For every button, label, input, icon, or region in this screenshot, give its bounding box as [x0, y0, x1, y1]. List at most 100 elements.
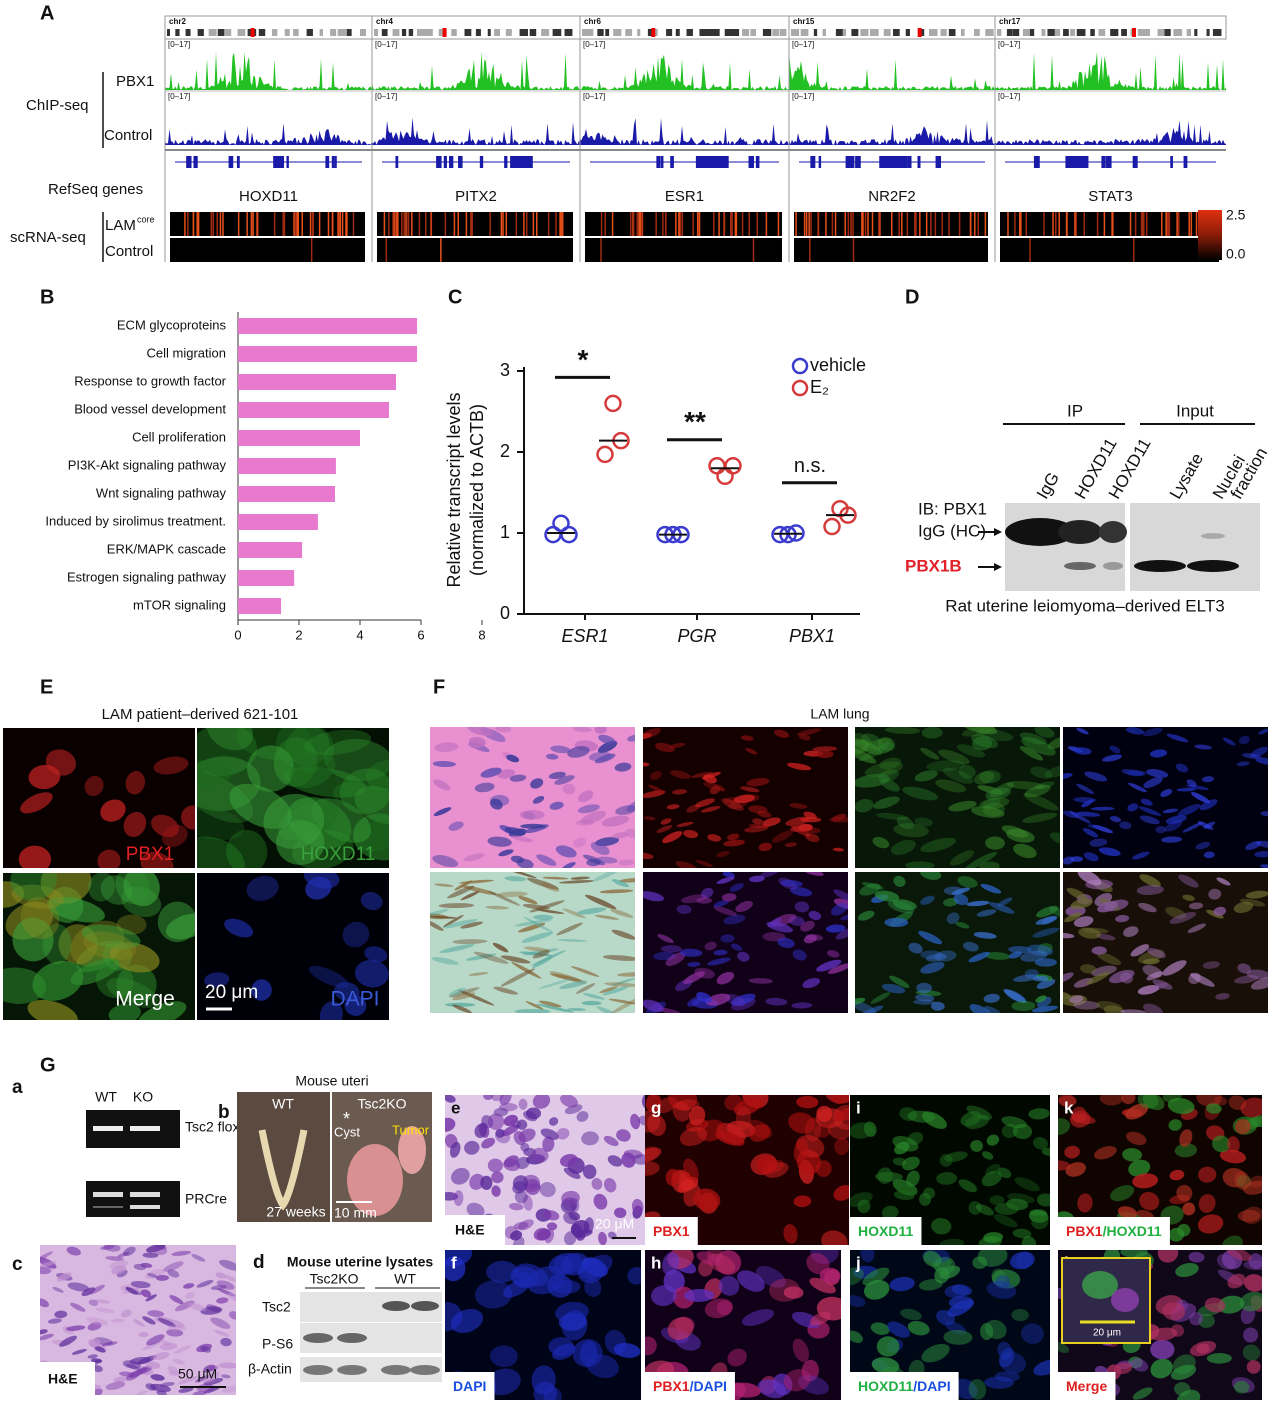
sub-letter: g: [651, 1098, 661, 1117]
group-label: Tsc2KO: [309, 1271, 358, 1287]
cell: [1162, 808, 1178, 814]
cell: [803, 934, 817, 944]
ideogram-band: [1076, 29, 1086, 36]
gene-name: NR2F2: [868, 188, 916, 205]
cell: [493, 986, 519, 995]
cell: [920, 837, 956, 853]
heat-tick: [500, 212, 503, 236]
scale-bar-label: 20 μM: [595, 1216, 634, 1232]
cell: [1099, 1095, 1124, 1106]
cell: [1138, 806, 1162, 816]
heat-tick: [984, 212, 987, 236]
sub-letter: a: [12, 1077, 23, 1098]
annotation: Cyst: [334, 1124, 360, 1139]
cell: [612, 879, 629, 888]
cell: [877, 742, 894, 754]
heat-tick: [1043, 212, 1045, 236]
heat-tick: [1143, 212, 1145, 236]
cell: [960, 1111, 982, 1127]
cell: [575, 983, 596, 994]
cell: [863, 1121, 877, 1137]
band: [1187, 560, 1239, 572]
cell: [150, 1374, 165, 1381]
cell: [995, 1274, 1010, 1289]
cell: [1132, 1387, 1153, 1400]
cell: [1178, 874, 1199, 888]
ideogram-band: [1090, 29, 1095, 36]
cell: [972, 736, 993, 751]
cell: [645, 1095, 662, 1113]
cell: [1013, 974, 1039, 982]
cell: [251, 979, 272, 1001]
panel-letter: B: [40, 286, 54, 308]
ideogram-band: [337, 29, 347, 36]
cell: [183, 1283, 195, 1289]
track-group-label: scRNA-seq: [10, 229, 86, 246]
coverage-track: [580, 54, 789, 90]
cell: [47, 1318, 62, 1324]
cell: [667, 1317, 694, 1340]
track-group-label: ChIP-seq: [26, 97, 89, 114]
cell: [914, 994, 935, 1002]
sub-letter: f: [451, 1253, 457, 1272]
cell: [1065, 1162, 1087, 1177]
cell: [696, 897, 712, 904]
cell: [66, 1246, 81, 1256]
cell: [452, 992, 476, 1001]
heat-tick: [1166, 212, 1169, 236]
heat-tick: [915, 212, 917, 236]
cell: [1050, 832, 1060, 845]
cell: [1117, 1206, 1138, 1219]
cell: [683, 829, 699, 839]
cell: [1058, 1342, 1069, 1354]
cell: [920, 872, 942, 880]
band-label: IgG (HC): [918, 521, 986, 540]
cell: [110, 1318, 125, 1323]
track-range: [0–17]: [375, 40, 397, 49]
cell: [1248, 1253, 1262, 1270]
heat-tick: [197, 212, 200, 236]
coverage-track: [789, 53, 995, 90]
cell: [542, 876, 569, 880]
cell: [943, 1329, 973, 1345]
cell: [1217, 1295, 1245, 1314]
cell: [947, 1299, 974, 1317]
band: [337, 1333, 367, 1343]
cell: [1006, 781, 1045, 790]
heat-tick: [741, 212, 744, 236]
cell: [1199, 799, 1218, 811]
exon: [1105, 156, 1110, 168]
cell: [876, 812, 909, 820]
cell: [660, 945, 682, 953]
heat-tick: [1167, 212, 1170, 236]
cell: [774, 729, 789, 738]
cell: [645, 1147, 662, 1164]
heat-tick: [930, 212, 932, 236]
cell: [670, 770, 691, 779]
cell: [1188, 972, 1201, 985]
track-range: [0–17]: [998, 92, 1020, 101]
cell: [263, 793, 325, 849]
cell: [740, 786, 760, 793]
cell: [1087, 824, 1100, 829]
heat-tick: [879, 212, 881, 236]
cell: [487, 836, 512, 847]
gene-name: STAT3: [1088, 188, 1132, 205]
band: [1201, 533, 1225, 539]
ideogram-band: [1212, 29, 1222, 36]
cell: [1066, 887, 1088, 900]
cell: [567, 746, 590, 758]
cell: [533, 1381, 558, 1400]
cell: [705, 993, 731, 1006]
scale-bar-label: 50 μM: [178, 1366, 217, 1382]
sub-letter: k: [1064, 1098, 1074, 1117]
cell: [680, 894, 707, 904]
cell: [766, 921, 793, 933]
cell: [1162, 960, 1187, 976]
cell: [1064, 1145, 1080, 1159]
cell: [780, 879, 803, 887]
cell: [530, 778, 544, 789]
cell: [468, 972, 489, 976]
cell: [352, 813, 389, 861]
heat-tick: [385, 238, 388, 262]
